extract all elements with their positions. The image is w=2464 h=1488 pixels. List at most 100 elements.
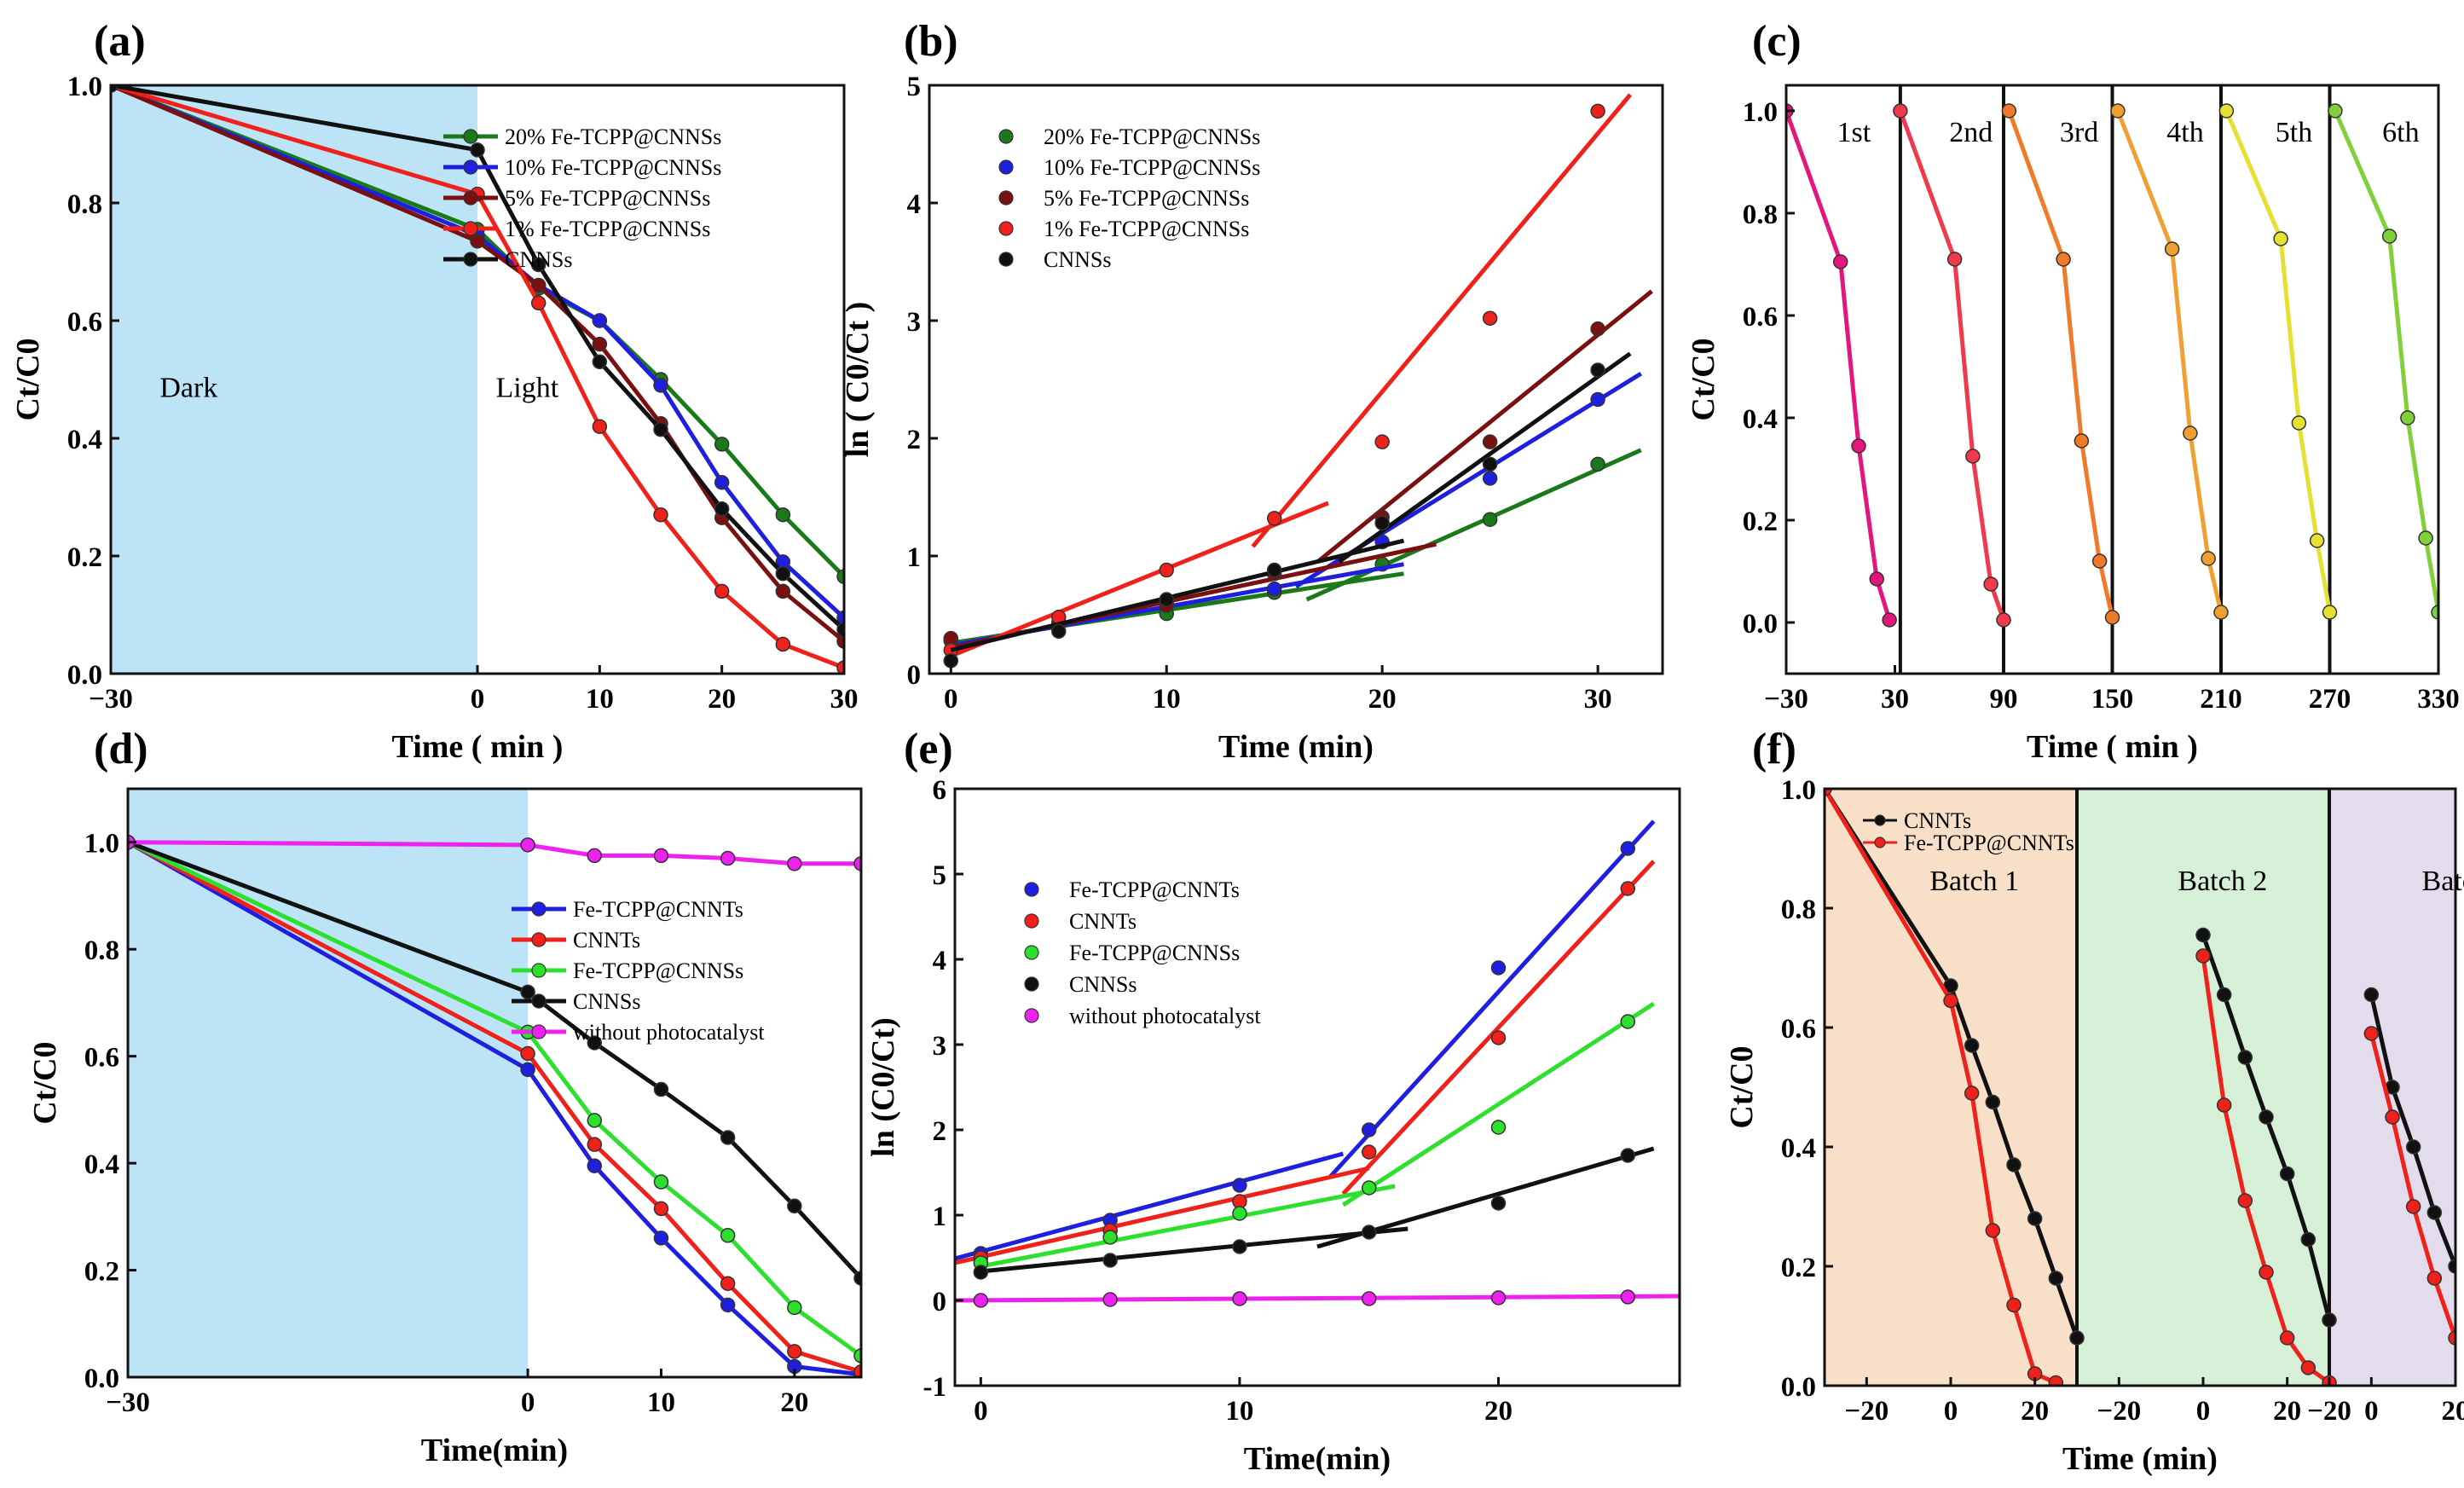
data-point xyxy=(2322,1312,2337,1328)
data-point xyxy=(836,610,844,626)
data-point xyxy=(1159,562,1174,578)
data-point xyxy=(520,1045,535,1062)
legend-marker xyxy=(463,129,478,144)
legend-label: CNNSs xyxy=(573,989,640,1014)
data-point xyxy=(2056,252,2071,267)
legend-marker xyxy=(1024,913,1039,929)
legend-label: CNNSs xyxy=(1069,972,1137,997)
data-point xyxy=(1620,1289,1636,1305)
data-point xyxy=(2048,1375,2064,1386)
data-point xyxy=(1590,391,1605,408)
legend-marker xyxy=(463,221,478,236)
data-point xyxy=(1232,1178,1247,1193)
x-tick-label: 30 xyxy=(1881,684,1909,715)
panel-e: -1 0 1 2 3 4 5 6 0 10 20 Time(min) ln (C0/Ct) (e) Fe-T… xyxy=(865,725,1681,1477)
x-tick-label: 0 xyxy=(471,684,485,715)
annotation: 3rd xyxy=(2060,117,2098,148)
legend-label: without photocatalyst xyxy=(573,1020,765,1045)
data-point xyxy=(2259,1265,2274,1280)
series-c-1 xyxy=(1893,103,2011,628)
x-tick-label: 20 xyxy=(2442,1396,2464,1427)
legend-label: CNNTs xyxy=(1069,909,1137,934)
legend-entry: 1% Fe-TCPP@CNNSs xyxy=(998,217,1249,241)
y-axis-label: Ct/C0 xyxy=(1686,338,1721,420)
data-point xyxy=(714,501,730,517)
data-point xyxy=(1490,1120,1507,1135)
x-axis-label: Time(min) xyxy=(421,1433,568,1468)
data-point xyxy=(587,1158,603,1173)
x-axis-label: Time(min) xyxy=(1244,1441,1391,1477)
data-point xyxy=(587,1035,603,1051)
series-a-2 xyxy=(111,85,844,649)
x-axis-label: Time ( min ) xyxy=(2027,729,2198,765)
x-tick-label: 20 xyxy=(2021,1396,2049,1427)
data-point xyxy=(1825,789,1832,796)
y-tick-label: 0.6 xyxy=(1743,302,1778,333)
data-point xyxy=(1361,1144,1377,1160)
series-c-5 xyxy=(2328,103,2438,620)
data-point xyxy=(1490,1290,1507,1306)
data-point xyxy=(2183,426,2198,441)
y-tick-label: 2 xyxy=(907,425,922,455)
data-point xyxy=(1965,449,1981,464)
series-e-4 xyxy=(973,1146,1655,1280)
panel-a: 0.0 0.2 0.4 0.6 0.8 1.0 −30 0 10 20 30 Time ( min )… xyxy=(10,17,859,765)
axes-frame xyxy=(928,84,1664,675)
x-axis-label: Time ( min ) xyxy=(392,729,564,765)
data-point xyxy=(1620,841,1636,856)
data-point xyxy=(1490,1196,1507,1211)
data-point xyxy=(1833,254,1848,269)
legend-entry: CNNSs xyxy=(1024,972,1137,997)
y-tick-label: 4 xyxy=(933,946,947,976)
legend-entry: 5% Fe-TCPP@CNNSs xyxy=(998,186,1249,211)
y-tick-label: 0.2 xyxy=(84,1257,119,1288)
data-point xyxy=(2006,1157,2022,1172)
data-point xyxy=(653,848,669,864)
legend-marker xyxy=(463,159,478,175)
data-point xyxy=(2279,1166,2295,1182)
legend-marker xyxy=(1874,814,1886,826)
data-point xyxy=(530,277,547,293)
data-point xyxy=(2048,1271,2064,1286)
annotation: 4th xyxy=(2166,117,2203,148)
y-tick-label: 0.8 xyxy=(1743,200,1778,230)
data-point xyxy=(520,1062,535,1078)
y-axis-label: ln ( C0/Ct ) xyxy=(840,302,876,458)
annotation: 6th xyxy=(2382,117,2419,148)
legend: 20% Fe-TCPP@CNNSs 10% Fe-TCPP@CNNSs 5% Fe-… xyxy=(443,124,721,272)
y-axis-label: Ct/C0 xyxy=(1724,1045,1760,1128)
annotation: Batch 3 xyxy=(2422,866,2464,897)
legend-marker xyxy=(1024,1008,1039,1023)
data-point xyxy=(720,1130,736,1145)
y-tick-label: 0.4 xyxy=(84,1149,119,1180)
data-point xyxy=(720,1228,736,1243)
data-point xyxy=(836,660,844,674)
data-point xyxy=(836,622,844,637)
data-point xyxy=(592,336,608,352)
data-point xyxy=(1983,576,1998,592)
data-point xyxy=(2448,1259,2455,1274)
data-point xyxy=(853,856,861,871)
y-tick-label: 3 xyxy=(907,307,922,338)
legend-label: Fe-TCPP@CNNTs xyxy=(1904,831,2074,855)
y-tick-label: 1 xyxy=(907,542,922,573)
data-point xyxy=(775,583,791,599)
legend-marker xyxy=(998,252,1014,267)
data-point xyxy=(1590,456,1605,472)
data-point xyxy=(775,565,791,582)
data-point xyxy=(2328,103,2343,119)
data-point xyxy=(1482,471,1498,486)
plot-area xyxy=(1825,789,2455,1386)
legend-marker xyxy=(998,129,1014,144)
y-tick-label: 0.0 xyxy=(1781,1372,1816,1403)
data-point xyxy=(2027,1211,2043,1226)
legend-marker xyxy=(531,993,547,1009)
legend: Fe-TCPP@CNNTs CNNTs Fe-TCPP@CNNSs CNNSs with… xyxy=(512,897,765,1045)
legend-marker xyxy=(1024,882,1039,897)
data-point xyxy=(1985,1094,2001,1110)
legend-entry: Fe-TCPP@CNNTs xyxy=(512,897,743,922)
data-point xyxy=(1620,1148,1636,1163)
data-point xyxy=(2426,1271,2443,1286)
annotation: 5th xyxy=(2276,117,2312,148)
data-point xyxy=(2216,987,2232,1003)
